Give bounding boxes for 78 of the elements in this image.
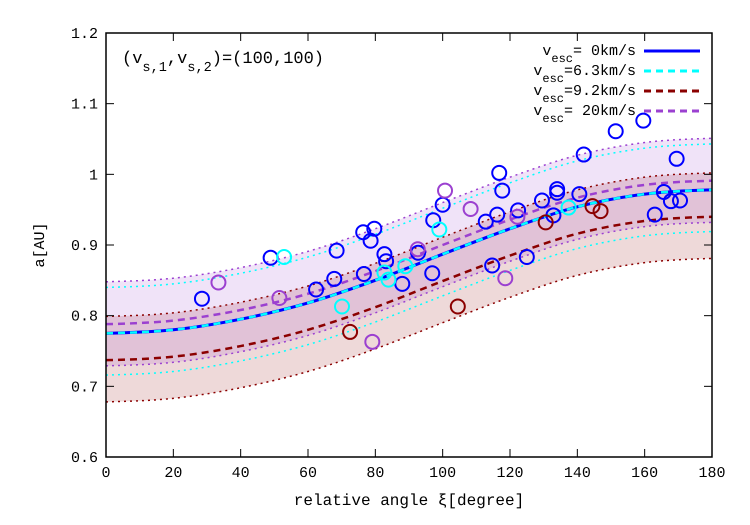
point bbox=[425, 212, 442, 228]
y-tick-label: 1.1 bbox=[70, 96, 98, 114]
x-axis-title: relative angle ξ[degree] bbox=[294, 492, 524, 510]
point bbox=[494, 182, 510, 199]
point bbox=[478, 214, 494, 230]
x-tick-label: 160 bbox=[631, 465, 658, 482]
point bbox=[545, 207, 562, 224]
x-tick-label: 140 bbox=[564, 465, 591, 482]
point bbox=[410, 244, 426, 261]
annotation: (v$_{s,1}$,v$_{s,2}$)=(100,100) bbox=[122, 50, 324, 76]
point bbox=[380, 272, 396, 288]
point bbox=[437, 182, 454, 199]
point bbox=[592, 203, 609, 220]
point bbox=[334, 298, 350, 314]
x-tick-label: 120 bbox=[496, 465, 524, 482]
point bbox=[355, 224, 372, 240]
point bbox=[656, 184, 672, 200]
point bbox=[584, 198, 600, 214]
point bbox=[518, 249, 535, 266]
point bbox=[462, 200, 479, 217]
point bbox=[662, 193, 679, 210]
point bbox=[210, 274, 226, 290]
point bbox=[342, 324, 358, 340]
point bbox=[450, 298, 466, 314]
point bbox=[484, 257, 500, 274]
x-tick-label: 60 bbox=[298, 465, 318, 482]
point bbox=[328, 242, 345, 259]
point bbox=[668, 150, 685, 167]
point bbox=[534, 192, 550, 208]
point bbox=[356, 266, 372, 282]
point bbox=[431, 221, 448, 238]
point bbox=[549, 181, 566, 198]
x-tick-label: 100 bbox=[429, 465, 456, 482]
x-tick-label: 80 bbox=[366, 465, 384, 482]
y-tick-label: 1.2 bbox=[70, 26, 98, 43]
x-tick-label: 40 bbox=[232, 465, 250, 482]
point bbox=[497, 270, 514, 286]
y-tick-label: 0.8 bbox=[70, 308, 98, 326]
y-tick-label: 0.6 bbox=[70, 450, 98, 467]
point bbox=[378, 253, 394, 270]
point bbox=[571, 186, 588, 202]
point bbox=[397, 258, 414, 274]
point bbox=[489, 206, 506, 223]
point bbox=[549, 184, 566, 201]
point bbox=[434, 196, 451, 213]
point bbox=[326, 270, 342, 287]
point bbox=[376, 246, 392, 262]
y-tick-label: 1 bbox=[88, 167, 98, 184]
line-series bbox=[105, 258, 713, 403]
point bbox=[538, 214, 554, 230]
legend-label: v$_{esc}$= 20km/s bbox=[533, 103, 636, 126]
point bbox=[308, 282, 324, 298]
point bbox=[646, 206, 663, 223]
y-tick-label: 0.7 bbox=[70, 379, 98, 396]
point bbox=[509, 208, 526, 225]
x-tick-label: 20 bbox=[164, 465, 182, 482]
x-tick-label: 0 bbox=[101, 465, 111, 482]
y-tick-label: 0.9 bbox=[70, 238, 98, 255]
point bbox=[560, 200, 577, 216]
point bbox=[276, 249, 292, 266]
point bbox=[424, 265, 440, 282]
point bbox=[576, 146, 592, 163]
point bbox=[271, 290, 288, 306]
point bbox=[376, 264, 392, 281]
point bbox=[635, 112, 652, 129]
point bbox=[394, 276, 410, 292]
point bbox=[362, 232, 379, 249]
point bbox=[366, 220, 382, 237]
point bbox=[672, 192, 688, 208]
point bbox=[364, 334, 380, 350]
point bbox=[491, 164, 508, 181]
point bbox=[410, 241, 426, 258]
y-axis-title: a[AU] bbox=[32, 222, 49, 268]
point bbox=[262, 250, 279, 266]
x-tick-label: 180 bbox=[698, 465, 726, 482]
point bbox=[194, 290, 210, 307]
point bbox=[608, 123, 624, 140]
point bbox=[510, 202, 526, 218]
